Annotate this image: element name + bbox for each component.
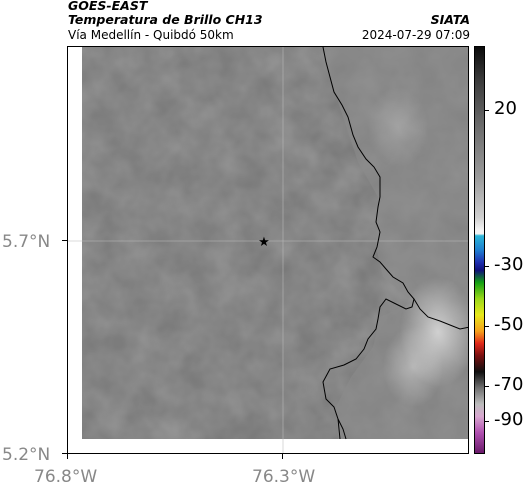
agency-label: SIATA [430, 12, 470, 27]
colorbar [474, 46, 485, 454]
x-tick-mark [67, 454, 69, 459]
lat-tick-label: 5.7°N [2, 232, 51, 252]
colorbar-tick [484, 110, 489, 112]
x-tick-mark [282, 454, 284, 459]
colorbar-tick [484, 326, 489, 328]
lon-tick-label: 76.8°W [34, 467, 98, 487]
colorbar-label: -70 [494, 374, 524, 395]
colorbar-tick [484, 266, 489, 268]
satellite-title: GOES-EAST [68, 0, 148, 13]
department-boundary-east [413, 298, 468, 330]
satellite-map[interactable]: ★ [67, 46, 469, 454]
location-label: Vía Medellín - Quibdó 50km [68, 28, 234, 42]
map-canvas: ★ [68, 47, 468, 453]
colorbar-tick [484, 386, 489, 388]
star-icon[interactable]: ★ [258, 235, 270, 250]
colorbar-tick [484, 421, 489, 423]
white-margin-bottom [68, 439, 468, 453]
white-margin-left [68, 47, 82, 453]
lon-tick-label: 76.3°W [252, 467, 316, 487]
cold-cloud-patch-3 [368, 87, 428, 167]
colorbar-label: -90 [494, 409, 524, 430]
y-tick-mark [62, 453, 67, 455]
colorbar-label: -30 [494, 254, 524, 275]
product-title: Temperatura de Brillo CH13 [68, 12, 263, 27]
department-boundary-south [337, 418, 347, 440]
colorbar-label: 20 [494, 98, 517, 119]
lat-tick-label: 5.2°N [2, 445, 51, 465]
colorbar-label: -50 [494, 314, 524, 335]
cold-cloud-patch-2 [383, 327, 443, 407]
datetime-label: 2024-07-29 07:09 [361, 28, 470, 42]
department-boundary [322, 47, 415, 440]
y-tick-mark [62, 240, 67, 242]
